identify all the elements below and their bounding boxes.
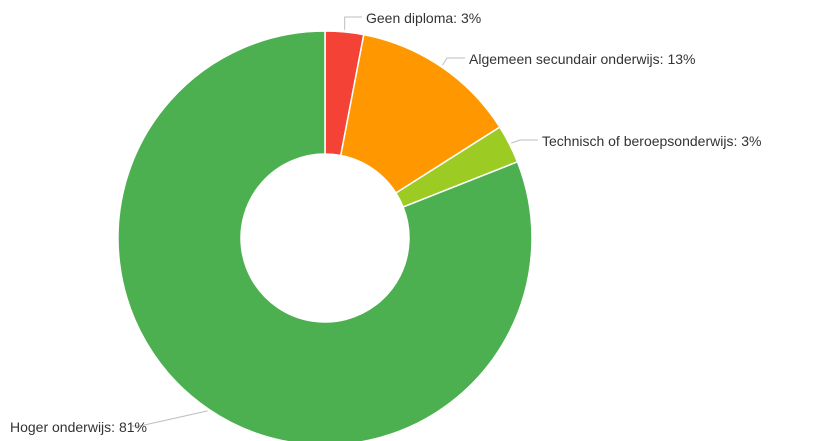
slices-group	[117, 30, 533, 441]
slice-label: Technisch of beroepsonderwijs: 3%	[542, 133, 761, 149]
slice-label: Hoger onderwijs: 81%	[10, 419, 147, 435]
leader-line	[511, 139, 538, 144]
leader-lines-group	[132, 16, 538, 427]
slice-hoger-onderwijs	[117, 30, 533, 441]
slice-labels-group: Geen diploma: 3% Algemeen secundair onder…	[10, 10, 761, 435]
leader-line	[344, 16, 362, 30]
slice-algemeen-secundair-onderwijs	[339, 33, 501, 195]
slice-label: Geen diploma: 3%	[366, 10, 481, 26]
leader-line	[132, 410, 208, 427]
leader-line	[442, 57, 465, 66]
slice-label: Algemeen secundair onderwijs: 13%	[469, 51, 695, 67]
